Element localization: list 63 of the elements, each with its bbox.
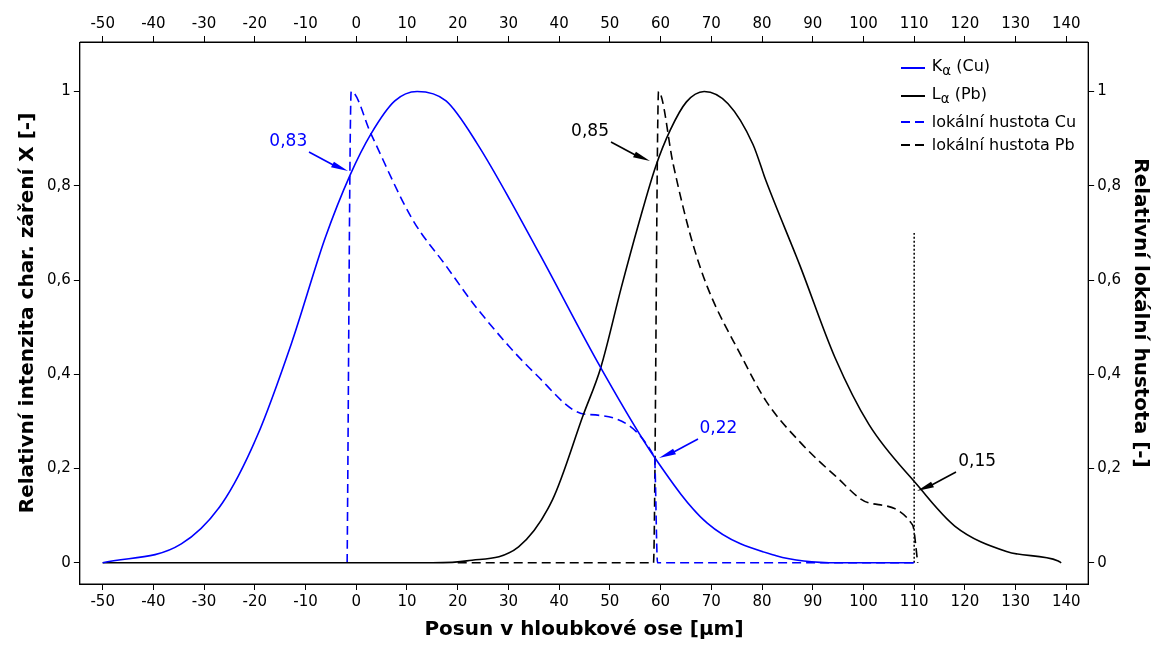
x2-tick-label: 100 [849, 591, 878, 610]
x-tick-label: -40 [141, 13, 166, 32]
x-tick-label: -50 [90, 13, 115, 32]
legend-label: lokální hustota Pb [931, 134, 1075, 157]
y-tick-label: 0,8 [47, 175, 71, 194]
annotation: 0,15 [958, 450, 997, 471]
x2-tick-label: 20 [448, 591, 468, 610]
x2-tick-label: 0 [351, 591, 362, 610]
x-tick-label: 50 [600, 13, 620, 32]
x-tick-label: 70 [701, 13, 721, 32]
x-tick-label: 130 [1001, 13, 1030, 32]
x2-tick-label: 30 [498, 591, 518, 610]
x2-tick-label: 10 [397, 591, 417, 610]
x-tick-label: 40 [549, 13, 569, 32]
x2-tick-label: 140 [1052, 591, 1081, 610]
annotation: 0,22 [699, 417, 738, 438]
x2-tick-label: -30 [191, 591, 217, 610]
x-tick-label: 30 [498, 13, 518, 32]
y-axis-title: Relativní intenzita char. záření X [-] [14, 112, 39, 514]
x2-tick-label: -50 [90, 591, 115, 610]
x-tick-label: 60 [651, 13, 671, 32]
x2-tick-label: 110 [899, 591, 929, 610]
y2-tick-label: 0,4 [1097, 364, 1121, 383]
x-tick-label: 140 [1052, 13, 1081, 32]
legend-label: K$_{α}$ (Cu) [931, 55, 991, 81]
x2-tick-label: 120 [950, 591, 980, 610]
y-tick-label: 0,4 [47, 364, 71, 383]
x-tick-label: -30 [191, 13, 217, 32]
y2-tick-label: 0,8 [1097, 175, 1121, 194]
y2-axis-title: Relativní lokální hustota [-] [1129, 158, 1154, 468]
x2-tick-label: 70 [701, 591, 721, 610]
y-tick-label: 0,6 [47, 269, 71, 288]
x-tick-label: 100 [849, 13, 878, 32]
x-tick-label: 20 [448, 13, 468, 32]
legend-label: L$_{α}$ (Pb) [931, 83, 987, 109]
x2-tick-label: 130 [1001, 591, 1030, 610]
x2-tick-label: 90 [803, 591, 823, 610]
x-tick-label: 0 [351, 13, 362, 32]
x-tick-label: -20 [242, 13, 268, 32]
x-axis-title: Posun v hloubkové ose [µm] [424, 616, 744, 641]
x-tick-label: 120 [950, 13, 980, 32]
x2-tick-label: -20 [242, 591, 268, 610]
x2-tick-label: 50 [600, 591, 620, 610]
x2-tick-label: -10 [293, 591, 318, 610]
y-tick-label: 0,2 [47, 458, 71, 477]
x-tick-label: -10 [293, 13, 318, 32]
x2-tick-label: 60 [651, 591, 671, 610]
x2-tick-label: -40 [141, 591, 166, 610]
x2-tick-label: 40 [549, 591, 569, 610]
annotation: 0,85 [571, 120, 609, 141]
y2-tick-label: 1 [1097, 81, 1107, 100]
x-tick-label: 80 [752, 13, 772, 32]
x-tick-label: 10 [397, 13, 417, 32]
y-tick-label: 1 [61, 81, 71, 100]
y2-tick-label: 0,6 [1097, 269, 1121, 288]
x2-tick-label: 80 [752, 591, 772, 610]
x-tick-label: 110 [899, 13, 929, 32]
y-tick-label: 0 [61, 552, 71, 571]
x-tick-label: 90 [803, 13, 823, 32]
legend-label: lokální hustota Cu [931, 111, 1077, 134]
annotation: 0,83 [269, 129, 308, 150]
y2-tick-label: 0,2 [1097, 458, 1121, 477]
y2-tick-label: 0 [1097, 552, 1107, 571]
